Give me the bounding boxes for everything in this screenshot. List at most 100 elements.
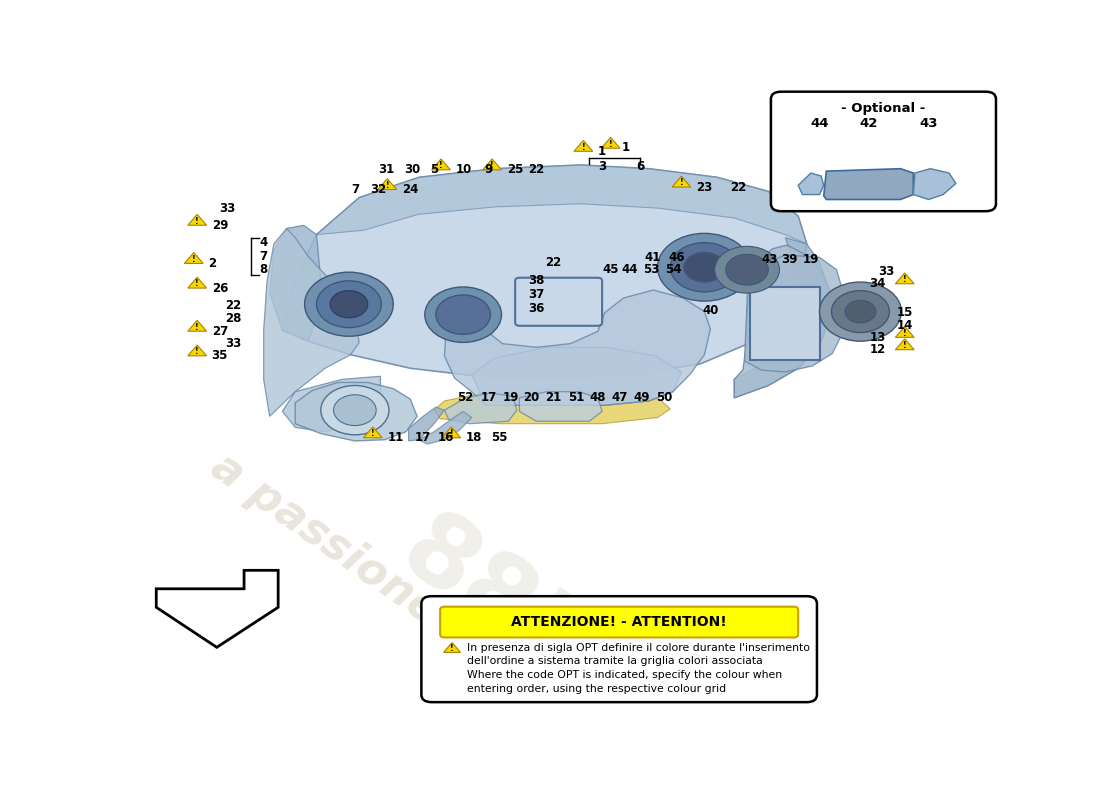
- Text: 43: 43: [762, 253, 778, 266]
- Text: 42: 42: [860, 118, 878, 130]
- Circle shape: [305, 272, 394, 336]
- Text: Where the code OPT is indicated, specify the colour when: Where the code OPT is indicated, specify…: [468, 670, 782, 680]
- Text: !: !: [196, 217, 199, 226]
- Text: - Optional -: - Optional -: [842, 102, 925, 115]
- Circle shape: [726, 254, 768, 285]
- Text: 22: 22: [224, 299, 241, 312]
- Polygon shape: [363, 427, 382, 438]
- Polygon shape: [519, 392, 602, 422]
- Text: !: !: [385, 181, 389, 190]
- Text: 30: 30: [404, 163, 420, 177]
- Text: 7: 7: [260, 250, 267, 262]
- Text: !: !: [903, 275, 906, 284]
- Text: !: !: [439, 161, 443, 170]
- Text: 5: 5: [430, 163, 438, 177]
- Text: 50: 50: [657, 391, 672, 404]
- Text: 22: 22: [730, 181, 747, 194]
- Text: 26: 26: [211, 282, 228, 294]
- Text: !: !: [680, 178, 683, 187]
- Circle shape: [436, 295, 491, 334]
- Polygon shape: [799, 173, 824, 194]
- Text: 14: 14: [896, 318, 913, 332]
- Polygon shape: [295, 382, 417, 441]
- Polygon shape: [735, 238, 829, 398]
- Polygon shape: [156, 570, 278, 647]
- Text: 21: 21: [546, 391, 562, 404]
- Text: 18: 18: [465, 431, 482, 444]
- Polygon shape: [283, 165, 806, 378]
- Text: 15: 15: [896, 306, 913, 319]
- Text: !: !: [450, 644, 454, 653]
- Circle shape: [715, 246, 780, 293]
- Text: !: !: [582, 142, 585, 152]
- Text: 32: 32: [370, 183, 386, 196]
- Polygon shape: [472, 347, 681, 406]
- Text: 35: 35: [211, 350, 228, 362]
- Text: 22: 22: [546, 256, 562, 269]
- Polygon shape: [408, 407, 444, 441]
- Text: 11: 11: [387, 431, 404, 444]
- Text: !: !: [903, 341, 906, 350]
- Polygon shape: [672, 176, 691, 187]
- Polygon shape: [188, 320, 207, 331]
- Text: 44: 44: [621, 263, 638, 276]
- Text: 36: 36: [528, 302, 544, 315]
- Text: 12: 12: [870, 343, 886, 356]
- Polygon shape: [431, 159, 450, 170]
- Text: 27: 27: [211, 325, 228, 338]
- Text: 31: 31: [378, 163, 395, 177]
- Polygon shape: [434, 389, 670, 424]
- Text: 13: 13: [870, 331, 886, 344]
- Text: !: !: [903, 329, 906, 338]
- Text: 28: 28: [224, 313, 241, 326]
- Polygon shape: [185, 253, 204, 263]
- Text: 25: 25: [507, 163, 522, 177]
- Circle shape: [670, 242, 738, 292]
- Text: 44: 44: [811, 118, 828, 130]
- FancyBboxPatch shape: [771, 92, 996, 211]
- Polygon shape: [895, 339, 914, 350]
- Polygon shape: [188, 345, 207, 356]
- Text: In presenza di sigla OPT definire il colore durante l'inserimento: In presenza di sigla OPT definire il col…: [468, 643, 811, 653]
- Text: 52: 52: [458, 391, 474, 404]
- FancyBboxPatch shape: [421, 596, 817, 702]
- Text: 1: 1: [598, 145, 606, 158]
- Polygon shape: [283, 376, 381, 432]
- Text: 29: 29: [211, 219, 228, 232]
- Polygon shape: [895, 326, 914, 338]
- Text: !: !: [196, 279, 199, 289]
- Text: 22: 22: [528, 163, 544, 177]
- Text: 43: 43: [920, 118, 938, 130]
- Text: 45: 45: [603, 263, 619, 276]
- Text: !: !: [371, 429, 375, 438]
- Text: 16: 16: [438, 431, 454, 444]
- Text: 39: 39: [781, 253, 798, 266]
- Text: 19: 19: [803, 253, 820, 266]
- Circle shape: [425, 287, 502, 342]
- Polygon shape: [188, 214, 207, 226]
- Polygon shape: [745, 255, 844, 372]
- Text: 37: 37: [528, 288, 544, 301]
- Text: 4: 4: [260, 236, 267, 249]
- Text: ATTENZIONE! - ATTENTION!: ATTENZIONE! - ATTENTION!: [512, 615, 727, 629]
- Text: 3: 3: [598, 160, 606, 174]
- Text: 6: 6: [636, 160, 645, 174]
- Text: dell'ordine a sistema tramite la griglia colori associata: dell'ordine a sistema tramite la griglia…: [468, 657, 763, 666]
- Circle shape: [333, 394, 376, 426]
- Circle shape: [845, 301, 876, 322]
- Text: 23: 23: [696, 181, 712, 194]
- Text: 38: 38: [528, 274, 544, 287]
- Text: entering order, using the respective colour grid: entering order, using the respective col…: [468, 683, 726, 694]
- Polygon shape: [317, 165, 806, 244]
- FancyBboxPatch shape: [440, 606, 799, 638]
- Circle shape: [330, 290, 367, 318]
- Text: 33: 33: [878, 265, 894, 278]
- Text: 34: 34: [870, 278, 886, 290]
- Circle shape: [820, 282, 901, 341]
- Polygon shape: [574, 141, 593, 151]
- Text: 2: 2: [208, 257, 217, 270]
- Text: 49: 49: [634, 391, 650, 404]
- Polygon shape: [270, 226, 321, 341]
- Circle shape: [658, 234, 751, 301]
- Polygon shape: [444, 393, 517, 424]
